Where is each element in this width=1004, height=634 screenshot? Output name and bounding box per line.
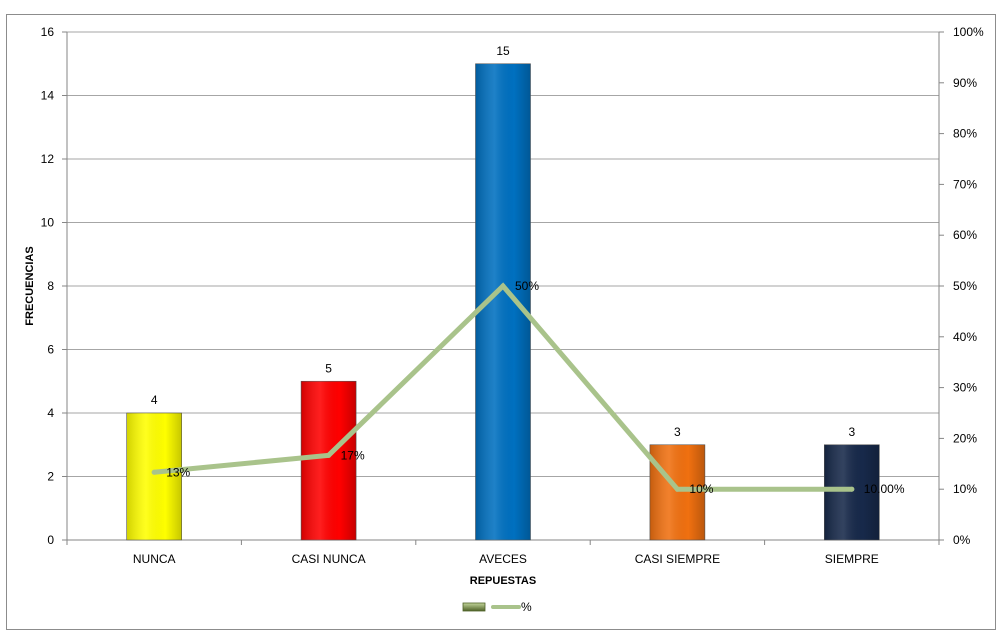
- bar-shading: [824, 444, 880, 540]
- y-tick-label: 2: [47, 470, 54, 484]
- bar-value-label: 15: [496, 44, 510, 58]
- chart-svg: 0 2 4 6 8 10 12 14 16 0% 10% 20% 30% 40% 50% 60% 70% 80% 9…: [24, 25, 984, 614]
- y2-tick-label: 30%: [953, 381, 977, 395]
- line-point: [674, 486, 680, 492]
- data-labels: 4 5 15 3 3 13% 17% 50% 10% 10.00%: [151, 44, 905, 496]
- y-tick-label: 0: [47, 533, 54, 547]
- bar-shading: [301, 381, 357, 540]
- bar-shading: [649, 444, 705, 540]
- line-value-label: 17%: [341, 448, 365, 462]
- x-tick-label: NUNCA: [133, 552, 176, 566]
- line-point: [500, 283, 506, 289]
- y-axis-title: FRECUENCIAS: [24, 246, 36, 325]
- y-tick-label: 8: [47, 279, 54, 293]
- axes: 0 2 4 6 8 10 12 14 16 0% 10% 20% 30% 40% 50% 60% 70% 80% 9…: [24, 25, 984, 587]
- line-value-label: 13%: [166, 465, 190, 479]
- line-value-label: 10%: [689, 482, 713, 496]
- line-value-label: 50%: [515, 279, 539, 293]
- line-point: [151, 469, 157, 475]
- y2-tick-label: 80%: [953, 127, 977, 141]
- line-series: [151, 282, 855, 492]
- x-tick-label: SIEMPRE: [825, 552, 879, 566]
- legend: %: [462, 600, 532, 614]
- legend-swatch-bar: [462, 602, 486, 612]
- y2-tick-label: 0%: [953, 533, 971, 547]
- chart-frame: 0 2 4 6 8 10 12 14 16 0% 10% 20% 30% 40% 50% 60% 70% 80% 9…: [6, 14, 996, 630]
- y2-tick-label: 50%: [953, 279, 977, 293]
- bar-value-label: 4: [151, 393, 158, 407]
- y-tick-label: 10: [41, 216, 55, 230]
- legend-label-line: %: [521, 600, 532, 614]
- y-tick-label: 4: [47, 406, 54, 420]
- y2-tick-label: 70%: [953, 177, 977, 191]
- y2-tick-label: 10%: [953, 482, 977, 496]
- y2-tick-label: 100%: [953, 25, 984, 39]
- y2-tick-label: 90%: [953, 76, 977, 90]
- y-tick-label: 12: [41, 152, 55, 166]
- bar-value-label: 5: [325, 361, 332, 375]
- y2-tick-label: 40%: [953, 330, 977, 344]
- line-point: [326, 452, 332, 458]
- bar-value-label: 3: [848, 425, 855, 439]
- line-point: [849, 486, 855, 492]
- bar-series: [126, 63, 880, 541]
- bar-value-label: 3: [674, 425, 681, 439]
- x-tick-label: CASI SIEMPRE: [635, 552, 720, 566]
- bar-shading: [126, 413, 182, 540]
- x-tick-label: CASI NUNCA: [292, 552, 366, 566]
- y-tick-label: 6: [47, 343, 54, 357]
- y-tick-label: 16: [41, 25, 55, 39]
- y2-tick-label: 20%: [953, 431, 977, 445]
- x-tick-label: AVECES: [479, 552, 527, 566]
- x-axis-title: REPUESTAS: [470, 575, 536, 587]
- y-tick-label: 14: [41, 89, 55, 103]
- line-value-label: 10.00%: [864, 482, 905, 496]
- y2-tick-label: 60%: [953, 228, 977, 242]
